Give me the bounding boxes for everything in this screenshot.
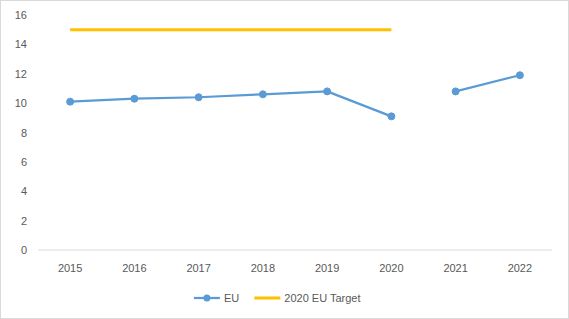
series-marker	[259, 91, 266, 98]
y-tick-label: 16	[15, 9, 27, 21]
series-marker	[324, 88, 331, 95]
series-line	[70, 28, 391, 31]
y-tick-label: 4	[21, 185, 27, 197]
plot-area	[67, 30, 524, 120]
x-tick-label: 2022	[508, 262, 532, 274]
y-tick-label: 14	[15, 38, 27, 50]
x-tick-label: 2020	[379, 262, 403, 274]
chart-border	[1, 1, 569, 319]
series-marker	[516, 72, 523, 79]
legend-marker	[203, 295, 210, 302]
y-tick-label: 8	[21, 127, 27, 139]
legend-label: 2020 EU Target	[284, 292, 360, 304]
x-axis-line	[38, 250, 552, 251]
legend-swatch	[254, 297, 280, 300]
y-tick-label: 12	[15, 68, 27, 80]
x-tick-label: 2016	[122, 262, 146, 274]
y-tick-label: 0	[21, 244, 27, 256]
x-tick-label: 2019	[315, 262, 339, 274]
x-tick-label: 2015	[58, 262, 82, 274]
y-tick-label: 10	[15, 97, 27, 109]
series-marker	[388, 113, 395, 120]
series-marker	[67, 98, 74, 105]
x-tick-label: 2021	[443, 262, 467, 274]
series-line	[70, 91, 391, 116]
x-tick-label: 2018	[251, 262, 275, 274]
legend: EU 2020 EU Target	[194, 292, 361, 304]
y-tick-label: 2	[21, 215, 27, 227]
y-tick-label: 6	[21, 156, 27, 168]
series-marker	[452, 88, 459, 95]
series-marker	[195, 94, 202, 101]
chart: 0 2 4 6 8 10 12 14 16 2015 2016 2017 2018 2019 2020 202…	[0, 0, 569, 319]
x-tick-label: 2017	[186, 262, 210, 274]
series-marker	[131, 95, 138, 102]
legend-label: EU	[224, 292, 239, 304]
series-line	[456, 75, 520, 91]
